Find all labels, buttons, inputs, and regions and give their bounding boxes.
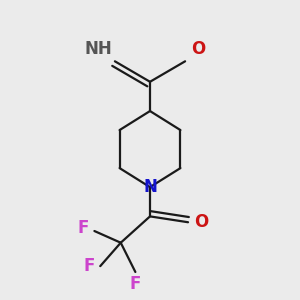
Text: F: F: [130, 275, 141, 293]
Text: F: F: [77, 219, 88, 237]
Text: N: N: [143, 178, 157, 196]
Text: NH: NH: [84, 40, 112, 58]
Text: O: O: [191, 40, 205, 58]
Text: O: O: [194, 213, 208, 231]
Text: F: F: [83, 257, 94, 275]
